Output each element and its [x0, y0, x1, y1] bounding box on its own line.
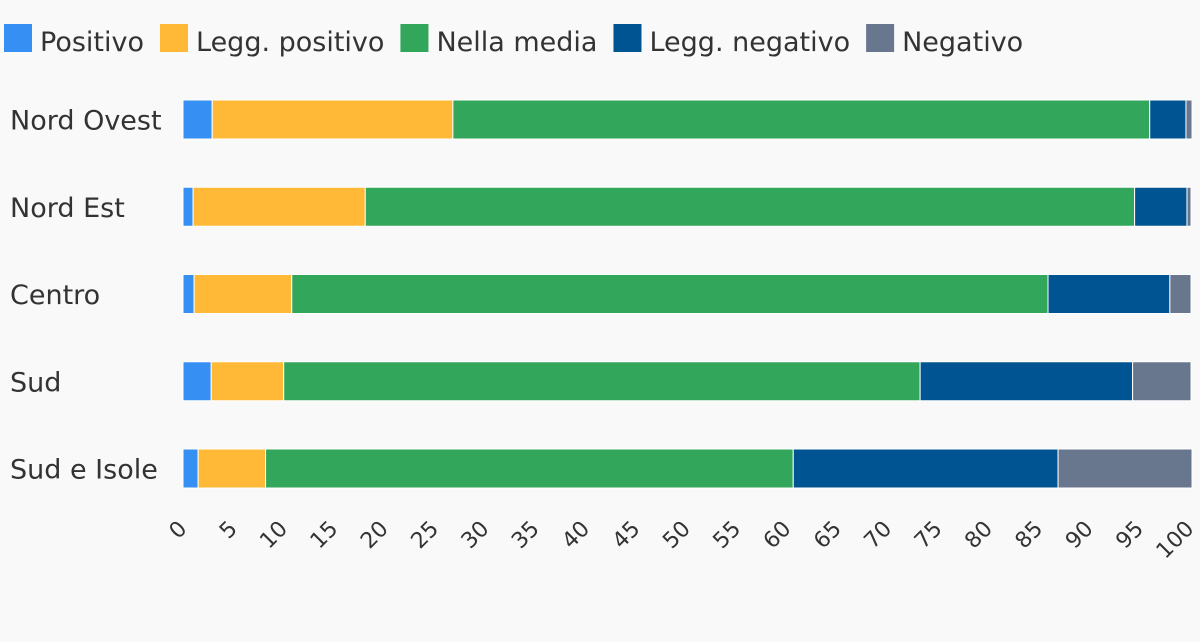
bars [182, 99, 1193, 489]
bar-nord-est-negativo [1186, 186, 1192, 227]
x-tick-label: 30 [457, 517, 494, 554]
x-tick-label: 50 [658, 517, 695, 554]
category-label-nord-est: Nord Est [10, 193, 125, 224]
legend-swatch-positivo [4, 24, 32, 52]
legend-label-nella-media: Nella media [436, 27, 597, 58]
bar-sud-e-isole-legg-positivo [197, 448, 267, 489]
bar-sud-e-isole-nella-media [265, 448, 794, 489]
x-tick-label: 45 [608, 517, 645, 554]
bar-nord-ovest-legg-positivo [211, 99, 454, 140]
bar-nord-est-legg-positivo [192, 186, 366, 227]
bar-nord-ovest-negativo [1185, 99, 1193, 140]
legend-swatch-legg-negativo [613, 24, 642, 52]
bar-nord-ovest-nella-media [452, 99, 1151, 140]
category-label-sud-e-isole: Sud e Isole [10, 455, 158, 486]
x-tick-label: 80 [960, 517, 997, 554]
x-tick-label: 70 [860, 517, 897, 554]
x-tick-label: 95 [1111, 517, 1148, 554]
x-tick-label: 40 [558, 517, 595, 554]
x-tick-label: 60 [759, 517, 796, 554]
x-tick-label: 15 [306, 517, 343, 554]
legend-label-legg-negativo: Legg. negativo [649, 27, 850, 58]
bar-centro-negativo [1169, 274, 1192, 314]
x-tick-label: 65 [809, 517, 846, 554]
bar-sud-legg-negativo [919, 361, 1134, 402]
x-tick-label: 20 [356, 517, 393, 554]
bar-nord-est-legg-negativo [1134, 186, 1188, 227]
x-tick-label: 90 [1061, 517, 1098, 554]
bar-centro-nella-media [291, 274, 1049, 314]
bar-nord-ovest-positivo [182, 99, 213, 140]
category-label-centro: Centro [10, 280, 100, 311]
bar-centro-legg-positivo [193, 274, 293, 314]
legend-label-legg-positivo: Legg. positivo [196, 27, 384, 58]
x-tick-label: 10 [255, 517, 292, 554]
bar-centro-legg-negativo [1047, 274, 1171, 314]
x-axis-ticks: 0 5 10 15 20 25 30 35 40 45 50 55 60 65 70 75 80 85 90 95 10… [165, 517, 1200, 564]
legend-label-positivo: Positivo [40, 27, 144, 58]
bar-sud-negativo [1132, 361, 1192, 402]
x-tick-label: 55 [709, 517, 746, 554]
legend-label-negativo: Negativo [902, 27, 1023, 58]
bar-sud-positivo [182, 361, 212, 402]
bar-nord-est-positivo [182, 186, 194, 227]
category-label-sud: Sud [10, 367, 61, 398]
category-label-nord-ovest: Nord Ovest [10, 106, 162, 137]
x-tick-label: 0 [165, 517, 193, 545]
bar-sud-e-isole-negativo [1057, 448, 1193, 489]
bar-sud-e-isole-positivo [182, 448, 199, 489]
legend-swatch-nella-media [400, 24, 429, 52]
bar-sud-nella-media [283, 361, 921, 402]
x-tick-label: 35 [507, 517, 544, 554]
x-tick-label: 5 [215, 517, 243, 545]
x-tick-label: 75 [910, 517, 947, 554]
x-tick-label: 25 [407, 517, 444, 554]
legend-swatch-legg-positivo [160, 24, 188, 52]
bar-sud-legg-positivo [210, 361, 285, 402]
bar-nord-ovest-legg-negativo [1149, 99, 1187, 140]
legend-swatch-negativo [866, 24, 895, 52]
legend: Positivo Legg. positivo Nella media Legg. n… [4, 24, 1023, 58]
category-labels: Nord Ovest Nord Est Centro Sud Sud e Isole [10, 106, 162, 486]
x-tick-label: 100 [1152, 517, 1199, 564]
bar-sud-e-isole-legg-negativo [792, 448, 1059, 489]
x-tick-label: 85 [1011, 517, 1048, 554]
bar-centro-positivo [182, 274, 195, 314]
bar-nord-est-nella-media [364, 186, 1136, 227]
